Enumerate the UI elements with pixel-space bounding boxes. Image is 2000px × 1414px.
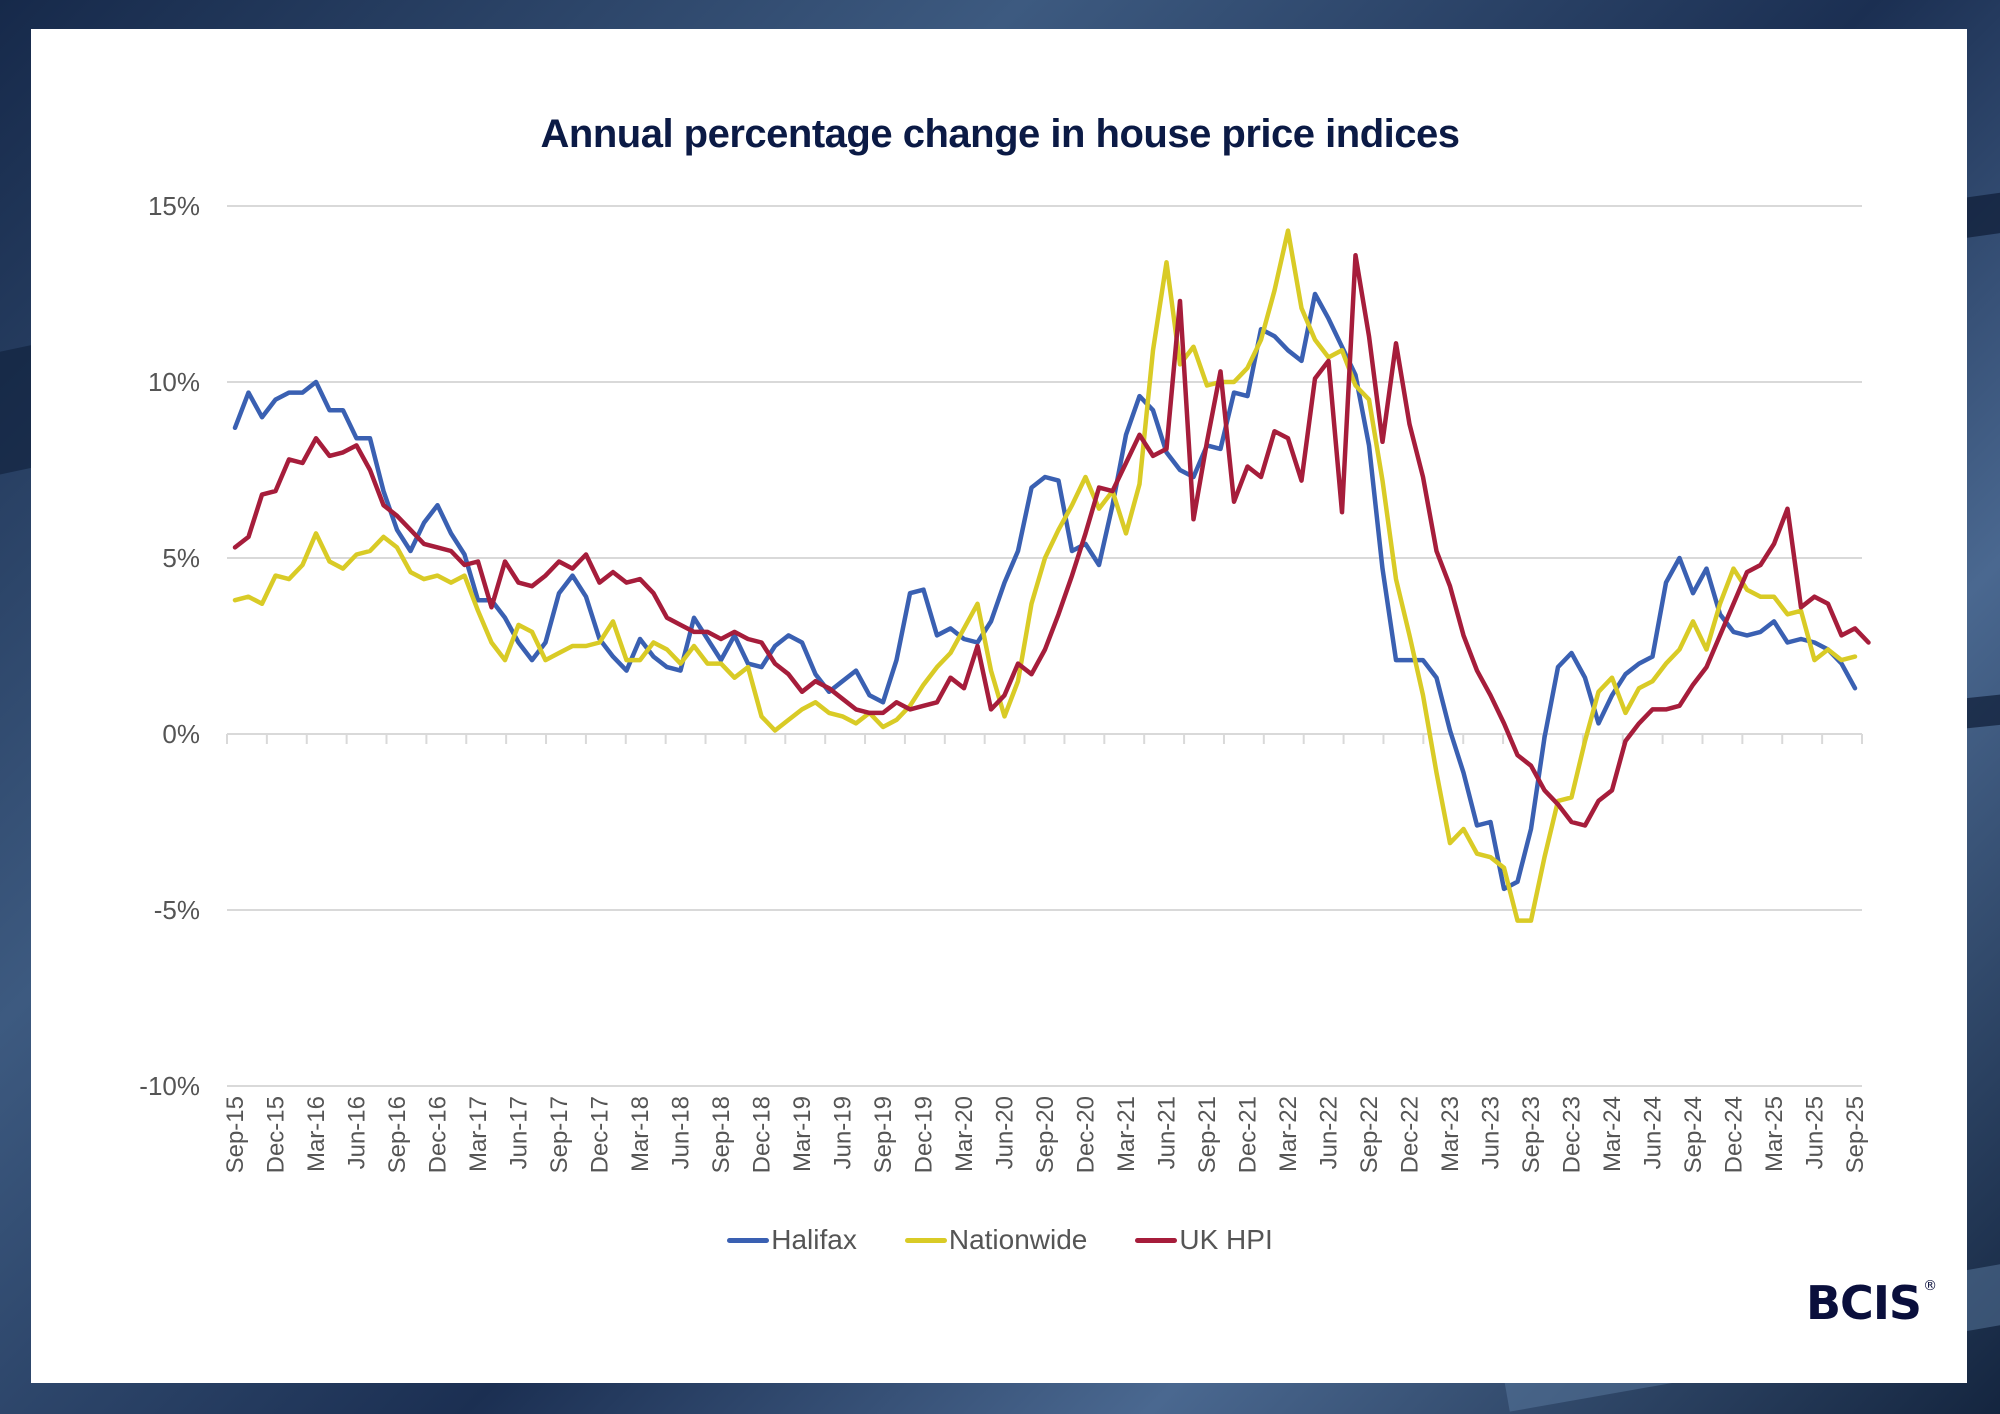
x-tick-label: Sep-24 [1680,1096,1707,1173]
x-tick-label: Jun-19 [830,1096,857,1169]
legend-item-ukhpi: UK HPI [1135,1224,1273,1256]
x-tick-label: Jun-16 [344,1096,371,1169]
x-tick-label: Dec-19 [911,1096,938,1173]
x-tick-label: Mar-24 [1599,1096,1626,1172]
y-tick-label: 5% [162,543,200,573]
logo-text: BCIS [1806,1276,1922,1330]
x-tick-label: Sep-17 [546,1096,573,1173]
x-tick-label: Dec-18 [749,1096,776,1173]
x-tick-label: Sep-15 [222,1096,249,1173]
legend-swatch-nationwide [904,1237,947,1243]
x-tick-label: Sep-23 [1518,1096,1545,1173]
x-tick-label: Dec-24 [1721,1096,1748,1173]
x-tick-label: Mar-21 [1113,1096,1140,1172]
chart-panel [31,29,1967,1383]
x-tick-label: Dec-22 [1397,1096,1424,1173]
x-tick-label: Mar-18 [627,1096,654,1172]
x-tick-label: Jun-17 [506,1096,533,1169]
line-ukhpi [232,253,1871,828]
x-tick-label: Mar-16 [303,1096,330,1172]
x-tick-label: Mar-17 [465,1096,492,1172]
x-tick-label: Dec-15 [263,1096,290,1173]
x-tick-label: Dec-21 [1235,1096,1262,1173]
legend-swatch-ukhpi [1135,1237,1178,1243]
x-tick-label: Mar-25 [1761,1096,1788,1172]
x-tick-label: Mar-20 [951,1096,978,1172]
legend-swatch-halifax [727,1237,770,1243]
bcis-logo: BCIS ® [1806,1276,1937,1330]
x-tick-label: Jun-18 [668,1096,695,1169]
x-tick-label: Jun-21 [1154,1096,1181,1169]
legend-label-ukhpi: UK HPI [1179,1224,1273,1255]
x-axis [226,733,1863,744]
x-tick-label: Jun-24 [1640,1096,1667,1169]
x-tick-label: Dec-23 [1559,1096,1586,1173]
legend: Halifax Nationwide UK HPI [0,1224,2000,1256]
y-tick-label: 0% [162,719,200,749]
x-axis-tick-labels: Sep-15 Dec-15 Mar-16 Jun-16 Sep-16 Dec-16 Mar-… [222,1096,1869,1173]
x-tick-label: Mar-19 [789,1096,816,1172]
y-tick-label: 10% [148,367,200,397]
x-tick-label: Mar-23 [1437,1096,1464,1172]
x-tick-label: Mar-22 [1275,1096,1302,1172]
legend-item-nationwide: Nationwide [904,1224,1088,1256]
x-tick-label: Jun-22 [1316,1096,1343,1169]
chart-title: Annual percentage change in house price … [540,112,1460,156]
y-tick-label: -10% [139,1071,200,1101]
x-tick-label: Sep-19 [870,1096,897,1173]
x-tick-label: Sep-16 [384,1096,411,1173]
y-axis-tick-labels: 15% 10% 5% 0% -5% -10% [139,191,200,1101]
x-tick-label: Dec-20 [1073,1096,1100,1173]
line-nationwide [232,228,1858,923]
line-halifax [232,291,1858,892]
x-tick-label: Dec-17 [587,1096,614,1173]
legend-label-halifax: Halifax [771,1224,857,1255]
legend-item-halifax: Halifax [727,1224,857,1256]
x-tick-label: Sep-25 [1842,1096,1869,1173]
x-tick-label: Jun-25 [1802,1096,1829,1169]
x-tick-label: Jun-20 [992,1096,1019,1169]
x-tick-label: Sep-18 [708,1096,735,1173]
x-tick-label: Sep-20 [1032,1096,1059,1173]
series-lines [232,228,1871,923]
y-tick-label: -5% [154,895,200,925]
x-tick-label: Sep-21 [1194,1096,1221,1173]
x-tick-label: Sep-22 [1356,1096,1383,1173]
x-tick-label: Jun-23 [1478,1096,1505,1169]
x-tick-label: Dec-16 [425,1096,452,1173]
legend-label-nationwide: Nationwide [948,1224,1088,1255]
registered-mark: ® [1923,1278,1937,1294]
y-tick-label: 15% [148,191,200,221]
